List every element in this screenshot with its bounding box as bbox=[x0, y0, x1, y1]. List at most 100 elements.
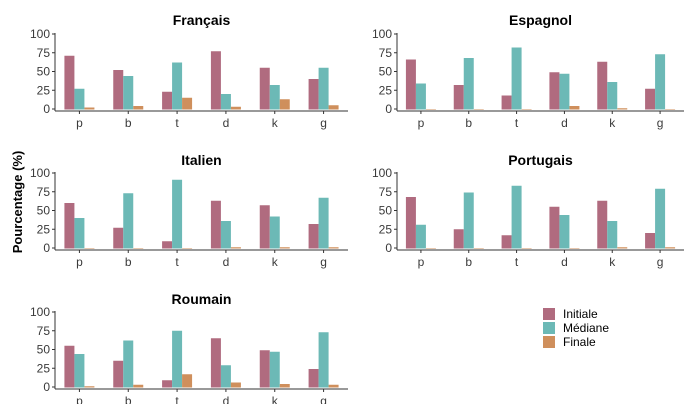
bar-initiale-b bbox=[453, 229, 464, 249]
bar-initiale-t bbox=[162, 91, 173, 110]
y-tick-label: 0 bbox=[385, 241, 392, 255]
x-tick-label: t bbox=[175, 255, 179, 269]
bar-finale-g bbox=[665, 247, 676, 249]
y-tick-label: 100 bbox=[30, 166, 50, 180]
bar-finale-b bbox=[133, 248, 144, 249]
y-tick-label: 25 bbox=[379, 222, 393, 236]
bar-finale-d bbox=[230, 247, 241, 249]
y-tick-label: 75 bbox=[37, 185, 51, 199]
bar-mediane-t bbox=[511, 47, 522, 110]
bar-initiale-t bbox=[501, 95, 512, 110]
panel-francais: Français 0 25 50 75 100 p b t d k g bbox=[30, 12, 348, 130]
bar-mediane-g bbox=[655, 188, 666, 249]
bar-finale-p bbox=[84, 107, 95, 110]
bar-finale-g bbox=[665, 109, 676, 110]
bar-mediane-d bbox=[220, 221, 231, 249]
y-tick-label: 50 bbox=[37, 343, 51, 357]
legend-swatch-mediane bbox=[543, 322, 555, 334]
bar-finale-k bbox=[279, 384, 290, 388]
y-tick-label: 25 bbox=[37, 361, 51, 375]
x-tick-label: t bbox=[175, 394, 179, 404]
bar-mediane-k bbox=[269, 351, 280, 388]
bar-initiale-b bbox=[113, 360, 124, 388]
bar-initiale-k bbox=[259, 350, 270, 388]
y-tick-label: 75 bbox=[37, 324, 51, 338]
bar-mediane-p bbox=[74, 218, 85, 249]
y-tick-label: 100 bbox=[372, 27, 392, 41]
panel-title: Italien bbox=[181, 152, 221, 168]
panel-italien: Italien 0 25 50 75 100 p b t d k g bbox=[30, 152, 348, 269]
y-axis-label: Pourcentage (%) bbox=[10, 151, 25, 254]
x-tick-label: p bbox=[418, 116, 425, 130]
panel-espagnol: Espagnol 0 25 50 75 100 p b t d k g bbox=[372, 12, 684, 130]
x-tick-label: p bbox=[418, 255, 425, 269]
bar-mediane-b bbox=[123, 193, 134, 249]
bar-finale-k bbox=[617, 247, 628, 249]
bar-mediane-b bbox=[463, 58, 474, 110]
bar-finale-b bbox=[133, 106, 144, 110]
bar-mediane-k bbox=[607, 82, 618, 110]
legend-label-finale: Finale bbox=[563, 335, 596, 349]
bar-initiale-g bbox=[308, 224, 319, 249]
y-tick-label: 75 bbox=[37, 46, 51, 60]
bar-finale-t bbox=[521, 109, 532, 110]
bar-finale-d bbox=[569, 106, 580, 110]
bar-mediane-d bbox=[220, 94, 231, 110]
y-tick-label: 25 bbox=[37, 222, 51, 236]
x-tick-label: g bbox=[320, 255, 327, 269]
bar-finale-g bbox=[328, 384, 339, 388]
bar-mediane-p bbox=[74, 88, 85, 110]
bar-mediane-d bbox=[559, 73, 570, 110]
bar-finale-d bbox=[230, 382, 241, 388]
panel-title: Espagnol bbox=[509, 12, 572, 28]
x-tick-label: k bbox=[272, 116, 279, 130]
y-tick-label: 75 bbox=[379, 46, 393, 60]
x-tick-label: g bbox=[320, 116, 327, 130]
bar-finale-b bbox=[473, 109, 484, 110]
x-tick-label: g bbox=[657, 116, 664, 130]
legend-label-mediane: Médiane bbox=[563, 321, 609, 335]
bar-initiale-g bbox=[308, 79, 319, 110]
bar-initiale-d bbox=[210, 51, 221, 110]
x-tick-label: k bbox=[272, 394, 279, 404]
bar-finale-t bbox=[521, 248, 532, 249]
bar-initiale-t bbox=[162, 241, 173, 249]
panel-roumain: Roumain 0 25 50 75 100 p b t d k g bbox=[30, 291, 348, 404]
bar-initiale-t bbox=[162, 380, 173, 388]
panel-title: Portugais bbox=[508, 152, 573, 168]
bar-finale-k bbox=[279, 247, 290, 249]
bar-mediane-k bbox=[269, 216, 280, 249]
panel-portugais: Portugais 0 25 50 75 100 p b t d k g bbox=[372, 152, 684, 269]
bar-mediane-p bbox=[74, 354, 85, 388]
bar-mediane-p bbox=[415, 83, 426, 110]
bar-mediane-g bbox=[318, 197, 329, 249]
x-tick-label: k bbox=[609, 116, 616, 130]
x-tick-label: t bbox=[515, 255, 519, 269]
bar-finale-p bbox=[84, 248, 95, 249]
bar-finale-d bbox=[569, 248, 580, 249]
bar-initiale-g bbox=[645, 233, 656, 249]
x-tick-label: d bbox=[561, 255, 568, 269]
bar-initiale-p bbox=[64, 55, 75, 110]
bar-finale-b bbox=[133, 384, 144, 388]
y-tick-label: 0 bbox=[385, 102, 392, 116]
x-tick-label: b bbox=[125, 255, 132, 269]
bar-initiale-b bbox=[453, 85, 464, 110]
legend-swatch-initiale bbox=[543, 308, 555, 320]
x-tick-label: d bbox=[223, 255, 230, 269]
x-tick-label: d bbox=[561, 116, 568, 130]
legend-swatch-finale bbox=[543, 336, 555, 348]
bar-initiale-d bbox=[549, 72, 560, 110]
bar-initiale-p bbox=[64, 345, 75, 388]
bar-finale-g bbox=[328, 105, 339, 110]
bar-initiale-g bbox=[308, 369, 319, 388]
bar-finale-p bbox=[425, 248, 436, 249]
y-tick-label: 75 bbox=[379, 185, 393, 199]
bar-mediane-k bbox=[269, 85, 280, 110]
bar-mediane-t bbox=[172, 62, 183, 110]
y-tick-label: 50 bbox=[37, 65, 51, 79]
bar-finale-t bbox=[182, 248, 193, 249]
x-tick-label: t bbox=[515, 116, 519, 130]
